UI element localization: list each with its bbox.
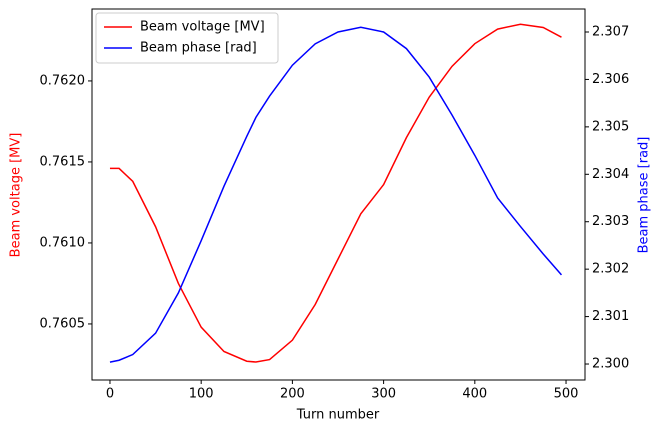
y2-axis-label: Beam phase [rad] — [637, 137, 652, 254]
x-tick-label: 300 — [371, 387, 396, 402]
x-tick-label: 0 — [106, 387, 114, 402]
series-line — [109, 23, 562, 363]
y-tick-label: 0.7615 — [40, 154, 86, 169]
x-tick-label: 500 — [554, 387, 579, 402]
y2-tick-label: 2.300 — [592, 357, 629, 372]
y2-tick-label: 2.304 — [592, 167, 629, 182]
y-axis-label: Beam voltage [MV] — [9, 133, 24, 258]
y2-tick-label: 2.303 — [592, 214, 629, 229]
x-axis-label: Turn number — [296, 408, 380, 423]
y-tick-label: 0.7620 — [40, 73, 86, 88]
y-tick-label: 0.7610 — [40, 235, 86, 250]
y2-tick-label: 2.307 — [592, 25, 629, 40]
series-line — [109, 26, 563, 363]
y2-tick-label: 2.301 — [592, 309, 629, 324]
y-tick-label: 0.7605 — [40, 316, 86, 331]
legend-box — [95, 12, 279, 64]
y2-tick-label: 2.306 — [592, 72, 629, 87]
legend-label: Beam phase [rad] — [140, 41, 257, 56]
plot-frame — [91, 8, 586, 381]
y2-tick-label: 2.302 — [592, 262, 629, 277]
x-tick-label: 100 — [189, 387, 214, 402]
legend-label: Beam voltage [MV] — [140, 20, 265, 35]
x-tick-label: 400 — [462, 387, 487, 402]
y2-tick-label: 2.305 — [592, 119, 629, 134]
x-tick-label: 200 — [280, 387, 305, 402]
